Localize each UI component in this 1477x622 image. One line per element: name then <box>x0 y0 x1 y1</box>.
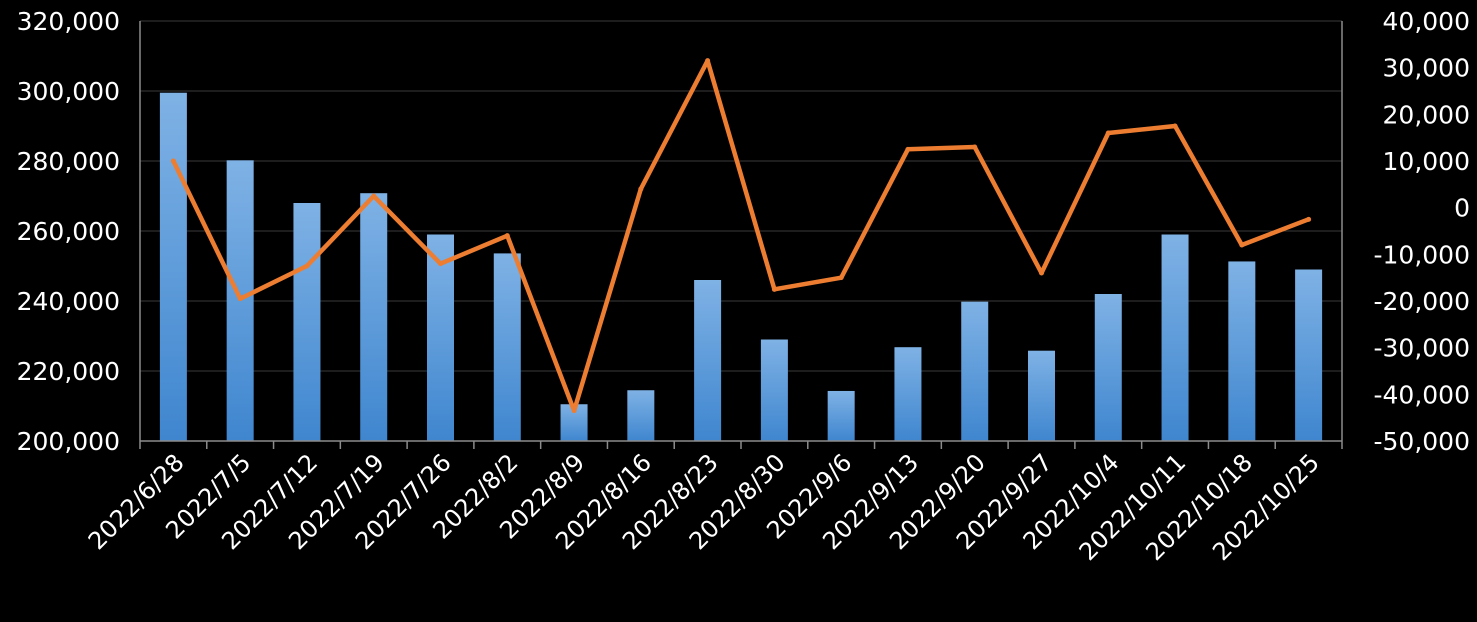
line-point <box>304 263 310 269</box>
y-right-tick-label: -50,000 <box>1374 427 1471 456</box>
line-series <box>170 58 1312 414</box>
line-point <box>1172 123 1178 129</box>
bar <box>827 390 855 441</box>
line-point <box>705 58 711 64</box>
bar <box>1228 261 1256 441</box>
bar <box>627 390 655 441</box>
y-right-tick-label: -10,000 <box>1374 240 1471 269</box>
y-right-tick-label: 0 <box>1454 194 1470 223</box>
bar <box>493 253 521 441</box>
y-right-tick-label: 20,000 <box>1383 100 1470 129</box>
y-right-tick-label: -40,000 <box>1374 380 1471 409</box>
line-point <box>438 261 443 267</box>
y-left-tick-label: 280,000 <box>17 147 120 176</box>
line-point <box>771 286 777 292</box>
y-right-tick-label: 40,000 <box>1383 7 1470 36</box>
bar <box>961 301 989 441</box>
y-right-tick-label: -30,000 <box>1374 334 1471 363</box>
line-point <box>638 186 644 192</box>
y-left-tick-label: 220,000 <box>17 357 120 386</box>
line-point <box>1239 242 1245 248</box>
line-point <box>972 144 978 150</box>
line-point <box>1306 216 1312 222</box>
axes <box>139 21 1343 449</box>
bar <box>894 347 922 441</box>
line-point <box>1105 130 1111 136</box>
bar <box>1094 294 1122 441</box>
bar <box>427 234 454 441</box>
bar <box>694 280 722 441</box>
bar <box>293 203 321 441</box>
line-point <box>371 193 377 199</box>
bar <box>1161 234 1189 441</box>
line-point <box>1039 270 1044 276</box>
y-left-tick-label: 200,000 <box>17 427 120 456</box>
y-right-tick-label: -20,000 <box>1374 287 1471 316</box>
bar <box>360 193 388 441</box>
bar <box>1295 269 1323 441</box>
y-left-tick-label: 240,000 <box>17 287 120 316</box>
line-point <box>905 146 911 152</box>
y-right-tick-label: 10,000 <box>1383 147 1470 176</box>
line-point <box>571 408 577 414</box>
line-point <box>504 233 510 239</box>
y-left-tick-label: 260,000 <box>17 217 120 246</box>
bar <box>1028 350 1055 441</box>
y-left-tick-label: 300,000 <box>17 77 120 106</box>
y-left-tick-label: 320,000 <box>17 7 120 36</box>
line-point <box>237 296 243 302</box>
bar-series <box>159 92 1323 442</box>
line-point <box>170 158 176 164</box>
bar <box>159 92 187 441</box>
bar <box>760 339 788 441</box>
line-point <box>838 275 844 281</box>
y-right-tick-label: 30,000 <box>1383 54 1470 83</box>
line-series-path <box>171 58 1311 413</box>
